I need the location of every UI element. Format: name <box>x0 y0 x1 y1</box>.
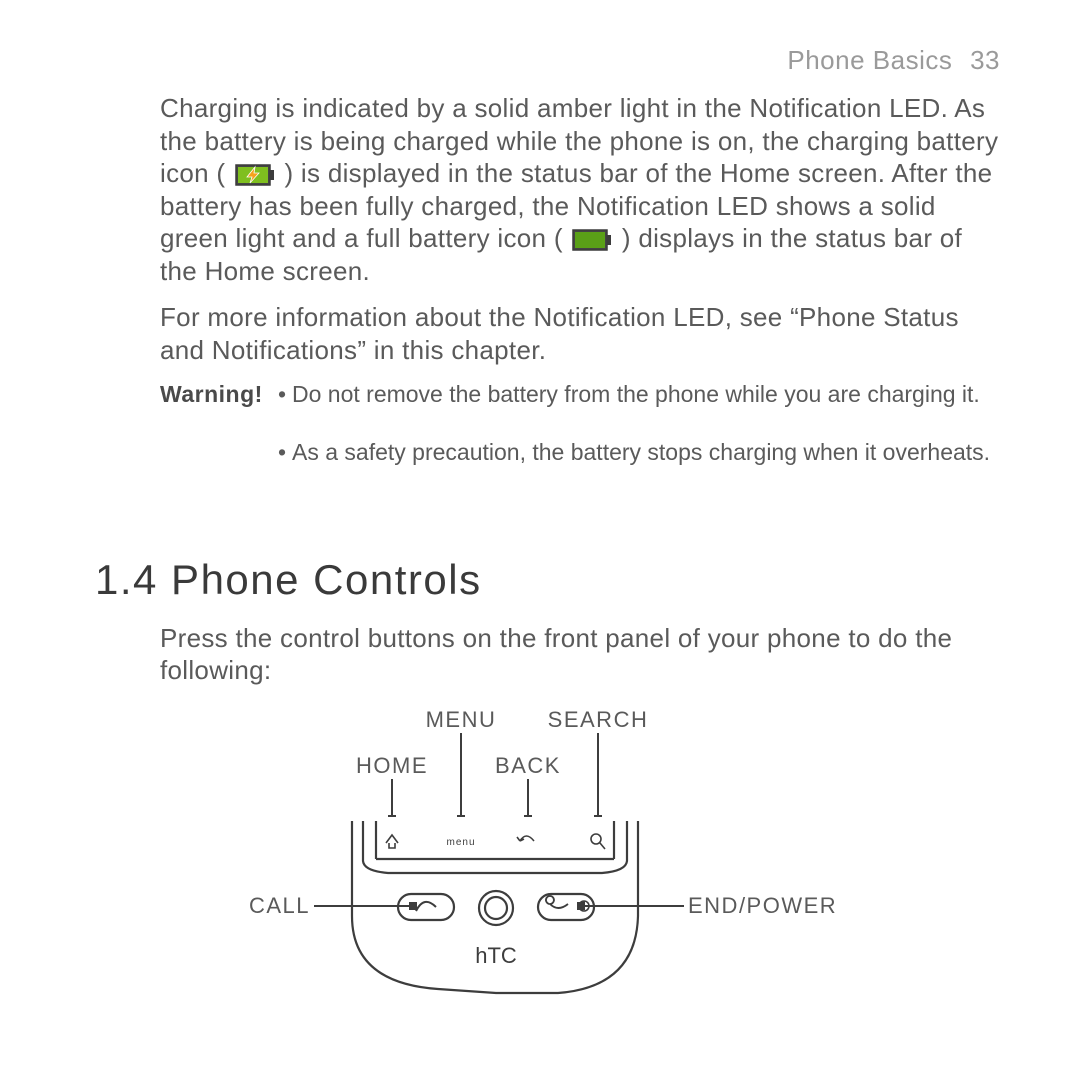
phone-controls-diagram: MENU SEARCH HOME BACK CALL END/POWER <box>95 701 1000 1011</box>
section-heading: 1.4 Phone Controls <box>95 556 1000 604</box>
brand-logo: hTC <box>475 943 517 968</box>
trackball-icon <box>479 891 513 925</box>
page-header: Phone Basics 33 <box>95 45 1000 76</box>
manual-page: Phone Basics 33 Charging is indicated by… <box>0 0 1080 1080</box>
search-icon <box>591 834 601 844</box>
label-home: HOME <box>356 753 428 778</box>
label-search: SEARCH <box>547 707 648 732</box>
paragraph-controls: Press the control buttons on the front p… <box>160 622 1000 687</box>
paragraph-more-info: For more information about the Notificat… <box>160 301 1000 366</box>
label-end-power: END/POWER <box>688 893 837 918</box>
label-call: CALL <box>248 893 309 918</box>
warning-items: Do not remove the battery from the phone… <box>278 380 1000 496</box>
warning-item: As a safety precaution, the battery stop… <box>278 438 1000 468</box>
header-page-number: 33 <box>970 45 1000 75</box>
battery-charging-icon <box>235 164 275 186</box>
warning-label: Warning! <box>160 380 278 496</box>
label-back: BACK <box>495 753 561 778</box>
back-icon <box>517 836 534 841</box>
body-text: Press the control buttons on the front p… <box>160 622 1000 687</box>
warning-block: Warning! Do not remove the battery from … <box>160 380 1000 496</box>
paragraph-charging: Charging is indicated by a solid amber l… <box>160 92 1000 287</box>
label-menu: MENU <box>425 707 496 732</box>
menu-key-icon: menu <box>446 837 475 848</box>
header-section: Phone Basics <box>787 45 952 75</box>
warning-item: Do not remove the battery from the phone… <box>278 380 1000 410</box>
body-text: Charging is indicated by a solid amber l… <box>160 92 1000 366</box>
battery-full-icon <box>572 229 612 251</box>
